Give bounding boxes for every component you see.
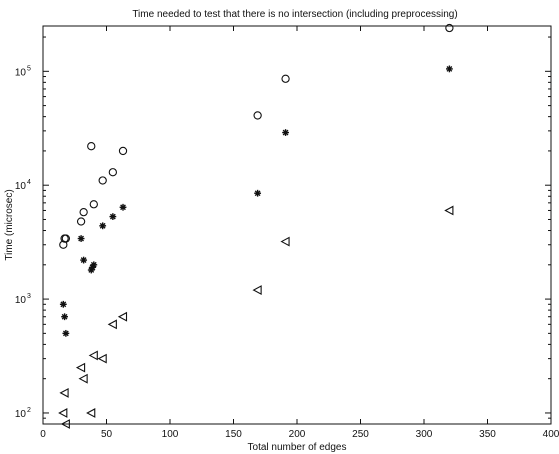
star-point (109, 213, 117, 220)
circle-point (281, 74, 290, 83)
x-tick-label: 200 (289, 429, 306, 440)
star-point (77, 235, 85, 242)
data-points (58, 23, 454, 429)
triangle-point (59, 387, 69, 398)
x-tick-label: 300 (416, 429, 433, 440)
triangle-point (78, 373, 88, 384)
triangle-point (252, 285, 262, 295)
x-tick-label: 150 (225, 429, 242, 440)
x-tick-label: 0 (40, 429, 46, 440)
y-tick-label: 10 (15, 409, 27, 420)
triangle-point (86, 408, 96, 418)
star-point (119, 203, 127, 211)
circle-point (108, 168, 117, 177)
triangle-point (280, 236, 290, 247)
circle-point (98, 176, 107, 185)
circle-point (89, 200, 98, 209)
x-axis-label: Total number of edges (248, 442, 347, 453)
triangle-point (75, 362, 86, 373)
circle-point (445, 23, 454, 33)
triangle-point (107, 319, 117, 330)
circle-point (76, 217, 86, 226)
triangle-point (117, 311, 128, 322)
y-tick-exponent: 2 (27, 407, 31, 414)
circle-point (79, 207, 88, 217)
y-axis-label: Time (microsec) (4, 189, 15, 260)
star-point (59, 300, 67, 308)
y-tick-label: 10 (15, 295, 27, 306)
circle-point (253, 111, 262, 120)
x-tick-label: 50 (101, 429, 113, 440)
circle-point (87, 142, 96, 151)
star-point (61, 313, 68, 321)
star-point (80, 256, 88, 264)
plot-frame (42, 25, 552, 425)
triangle-point (97, 353, 107, 364)
star-point (282, 129, 289, 136)
y-tick-exponent: 5 (27, 65, 31, 72)
x-tick-label: 400 (543, 429, 559, 440)
star-point (254, 189, 262, 197)
triangle-point (444, 205, 454, 216)
y-tick-exponent: 4 (27, 179, 31, 186)
star-point (89, 263, 96, 271)
star-point (446, 65, 453, 73)
star-point (99, 222, 107, 230)
chart-title: Time needed to test that there is no int… (132, 9, 457, 20)
circle-point (61, 234, 71, 243)
star-point (62, 329, 70, 337)
x-tick-label: 250 (352, 429, 369, 440)
triangle-point (60, 419, 70, 429)
y-tick-label: 10 (15, 67, 27, 78)
triangle-point (88, 350, 98, 361)
triangle-point (58, 408, 68, 418)
circle-point (118, 146, 128, 156)
y-tick-exponent: 3 (27, 293, 31, 300)
x-tick-label: 350 (479, 429, 496, 440)
x-tick-label: 100 (162, 429, 179, 440)
y-tick-label: 10 (15, 181, 27, 192)
